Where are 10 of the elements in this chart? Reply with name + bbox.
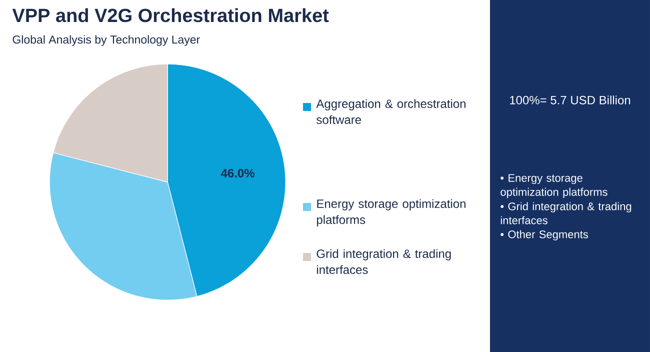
- legend-label: Energy storage optimization platforms: [316, 199, 466, 226]
- text: • Energy storage optimization platforms: [500, 174, 608, 198]
- text: 100%= 5.7 USD Billion: [510, 96, 630, 104]
- text: • Other Segments: [500, 230, 588, 240]
- legend-label: Grid integration & trading interfaces: [316, 249, 451, 274]
- text: • Grid integration & trading interfaces: [500, 202, 632, 224]
- chart-title: VPP and V2G Orchestration Market: [12, 8, 329, 22]
- chart-subtitle: Global Analysis by Technology Layer: [12, 35, 200, 46]
- legend-label: Aggregation & orchestration software: [316, 99, 466, 124]
- data-label: 46.0%: [220, 168, 254, 178]
